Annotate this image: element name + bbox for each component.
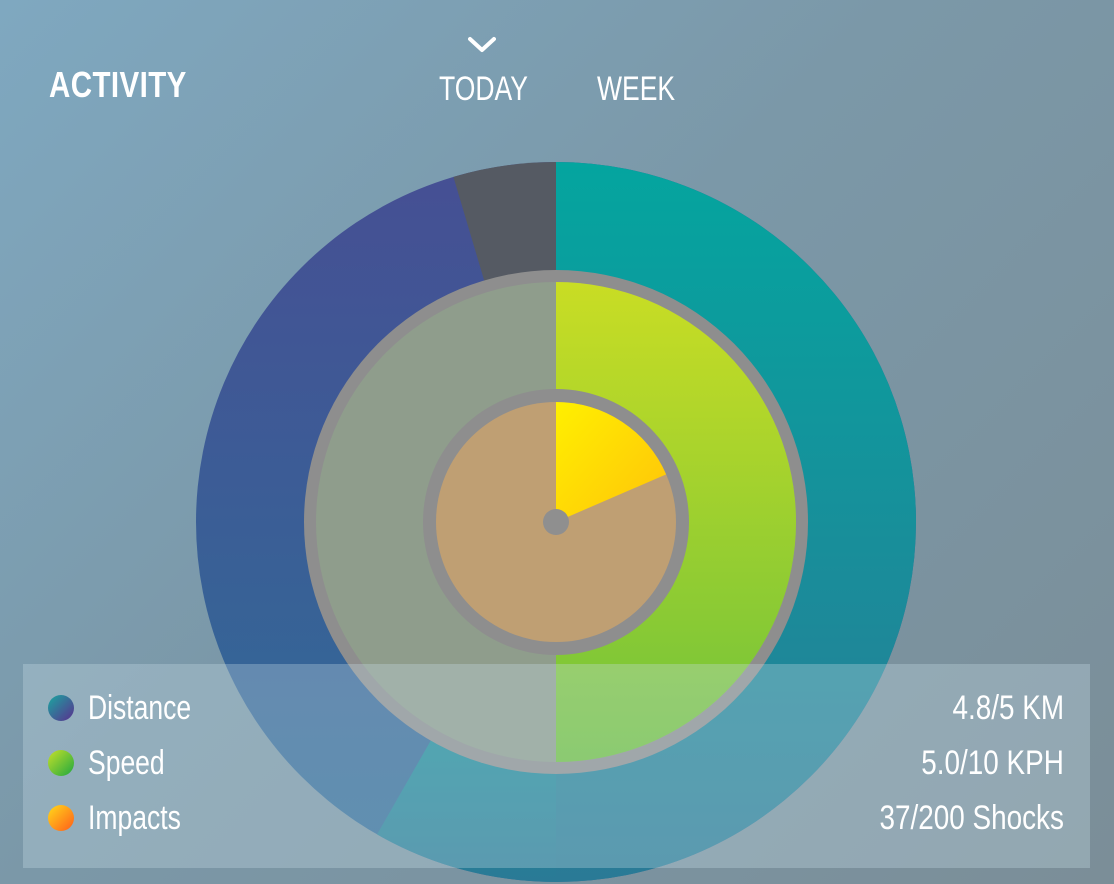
tab-today[interactable]: TODAY xyxy=(439,70,528,108)
page-title: ACTIVITY xyxy=(49,64,187,105)
tab-week[interactable]: WEEK xyxy=(597,70,676,108)
speed-dot-icon xyxy=(48,750,74,776)
legend-item-impacts: Impacts xyxy=(48,798,207,838)
impacts-ring-fill xyxy=(556,402,667,522)
center-pivot xyxy=(543,509,569,535)
chevron-down-icon xyxy=(468,37,496,52)
distance-dot-icon xyxy=(48,695,74,721)
legend-value-distance: 4.8/5 KM xyxy=(952,689,1064,727)
legend-panel: Distance 4.8/5 KM Speed 5.0/10 KPH Impac… xyxy=(23,664,1090,868)
period-tabs: TODAY WEEK xyxy=(430,30,690,110)
legend-value-speed: 5.0/10 KPH xyxy=(921,744,1064,782)
legend-item-speed: Speed xyxy=(48,743,186,783)
legend-item-distance: Distance xyxy=(48,688,220,728)
legend-label-speed: Speed xyxy=(88,743,165,782)
legend-value-impacts: 37/200 Shocks xyxy=(879,799,1064,837)
impacts-dot-icon xyxy=(48,805,74,831)
legend-label-distance: Distance xyxy=(88,688,192,727)
legend-label-impacts: Impacts xyxy=(88,798,181,837)
